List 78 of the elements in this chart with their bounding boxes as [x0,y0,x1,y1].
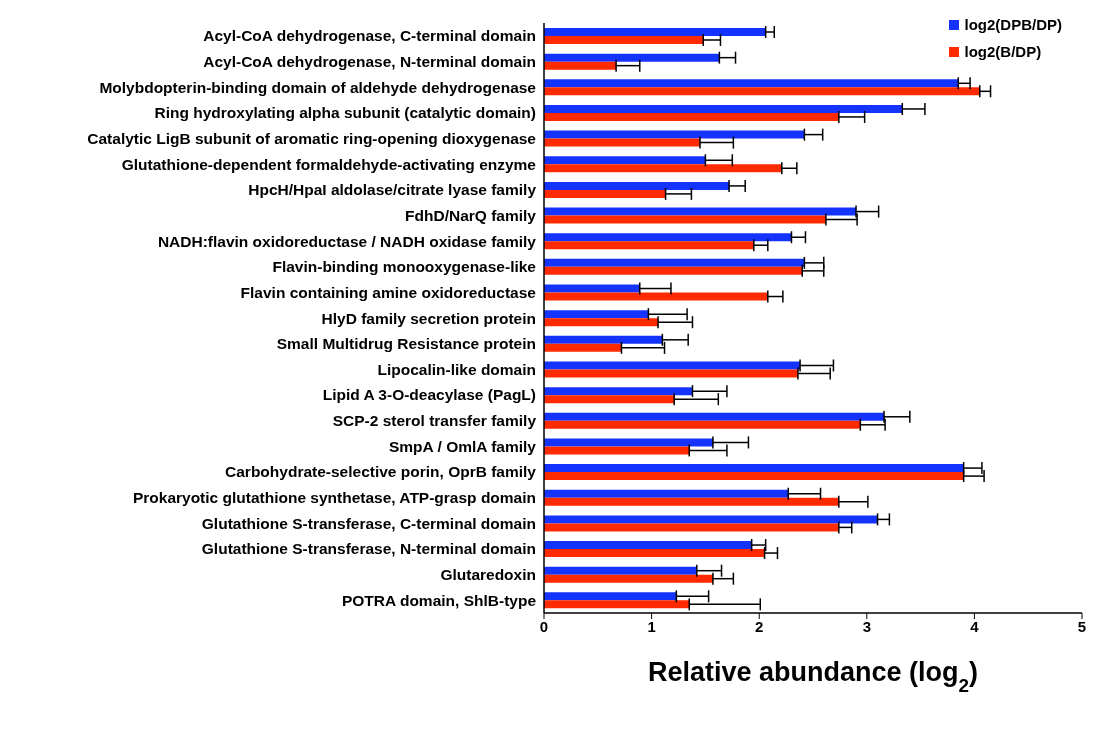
bar [544,574,713,583]
y-tick-label: Lipid A 3-O-deacylase (PagL) [322,386,536,404]
bar [544,515,878,524]
bar [544,207,857,216]
x-tick-label: 0 [539,617,549,635]
bar [544,284,640,293]
y-tick-label: Acyl-CoA dehydrogenase, C-terminal domain [203,27,536,45]
bar [544,130,805,139]
y-tick-label: HlyD family secretion protein [321,309,536,327]
bar [544,592,677,601]
bar [544,292,768,301]
bar [544,28,766,36]
bar [544,310,649,319]
bar [544,181,730,190]
y-tick-label: Glutathione-dependent formaldehyde-activating enzyme [121,155,537,173]
bar [544,335,663,344]
bar [544,318,659,327]
bar [544,258,805,267]
legend-label: log2(DPB/DP) [964,16,1062,33]
y-tick-label: SCP-2 sterol transfer family [332,412,537,430]
y-tick-label: Glutathione S-transferase, N-terminal domain [201,540,536,558]
bar [544,566,697,575]
bar [544,446,690,455]
bar [544,395,675,404]
y-tick-label: Catalytic LigB subunit of aromatic ring-opening dioxygenase [87,129,537,147]
y-tick-label: Glutaredoxin [440,566,536,584]
bar [544,489,789,498]
y-tick-label: Ring hydroxylating alpha subunit (catalytic domain) [154,104,536,122]
bar [544,104,903,113]
y-tick-label: Small Multidrug Resistance protein [276,335,536,353]
bar [544,464,964,473]
bar [544,36,704,44]
bar [544,189,666,198]
x-tick-label: 5 [1077,617,1087,635]
x-tick-label: 3 [862,617,871,635]
y-tick-label: FdhD/NarQ family [405,206,537,224]
y-tick-label: Flavin-binding monooxygenase-like [272,258,537,276]
bar [544,87,980,96]
bar [544,343,622,352]
bar [544,600,690,609]
bar [544,541,752,550]
bar [544,266,803,275]
x-tick-label: 1 [647,617,656,635]
y-tick-label: Acyl-CoA dehydrogenase, N-terminal domain [203,52,536,70]
bar [544,156,706,165]
bar [544,472,964,481]
bar [544,412,885,421]
x-tick-label: 2 [755,617,764,635]
x-tick-label: 4 [970,617,980,635]
y-tick-label: Glutathione S-transferase, C-terminal domain [201,514,536,532]
bar [544,233,792,242]
bar [544,361,801,370]
bar [544,241,754,250]
bar [544,420,861,429]
bar [544,387,693,396]
bar [544,369,798,378]
y-tick-label: NADH:flavin oxidoreductase / NADH oxidase family [157,232,537,250]
bar [544,79,959,88]
y-tick-label: Carbohydrate-selective porin, OprB family [225,463,537,481]
y-tick-label: Lipocalin-like domain [377,360,536,378]
bar [544,138,701,147]
bar [544,438,713,447]
y-tick-label: POTRA domain, ShlB-type [341,591,537,609]
bar [544,497,839,506]
bar [544,215,826,224]
x-axis-title: Relative abundance (log$_{2}$) [647,657,979,696]
bar [544,164,782,173]
bar [544,61,617,70]
bar [544,53,720,62]
y-tick-label: HpcH/HpaI aldolase/citrate lyase family [248,181,537,199]
y-tick-label: Molybdopterin-binding domain of aldehyde dehydrogenase [99,78,537,96]
y-tick-label: Flavin containing amine oxidoreductase [240,283,537,301]
y-tick-label: SmpA / OmlA family [389,437,537,455]
y-tick-label: Prokaryotic glutathione synthetase, ATP-grasp domain [132,489,536,507]
bar [544,549,765,558]
legend-label: log2(B/DP) [964,43,1042,60]
bar [544,112,839,121]
bar [544,523,839,532]
